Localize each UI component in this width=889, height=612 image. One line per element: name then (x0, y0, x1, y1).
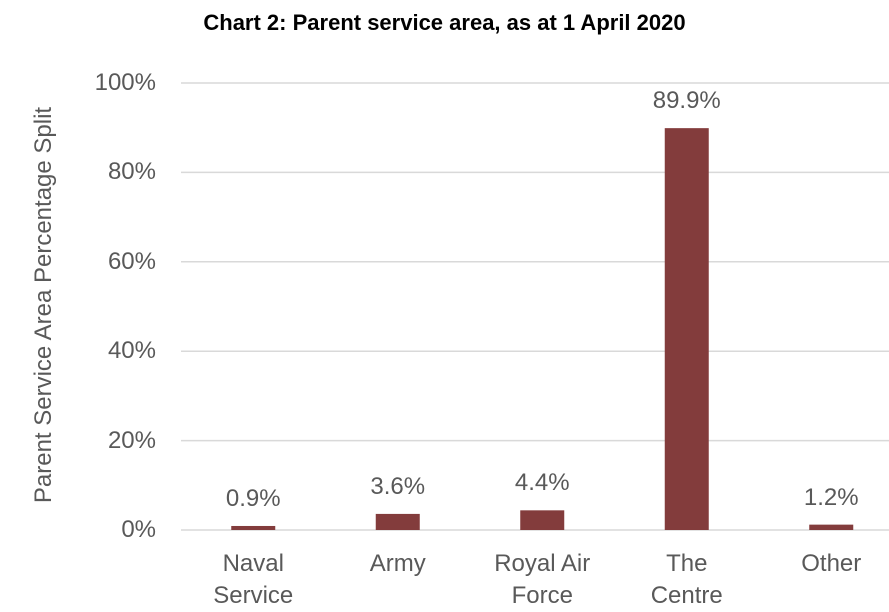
y-tick-label: 0% (121, 516, 156, 543)
y-tick-label: 100% (94, 69, 156, 96)
x-tick-label: The Centre (650, 550, 723, 609)
y-tick-label: 20% (107, 426, 156, 454)
x-tick-label: Royal Air Force (494, 550, 591, 609)
bar (520, 510, 565, 530)
data-label: 4.4% (514, 469, 570, 497)
bar (231, 525, 276, 530)
x-tick-label: Naval Service (213, 550, 294, 609)
data-label: 0.9% (225, 484, 281, 512)
bar (664, 128, 709, 530)
y-tick-label: 80% (107, 158, 156, 186)
bar (375, 513, 420, 530)
data-label: 3.6% (370, 472, 426, 500)
x-tick-label: Army (369, 550, 426, 577)
data-label: 1.2% (803, 483, 859, 511)
chart-title: Chart 2: Parent service area, as at 1 Ap… (203, 10, 686, 35)
x-tick-label: Other (801, 550, 862, 577)
y-tick-label: 40% (107, 337, 156, 365)
bar (809, 524, 854, 530)
data-label: 89.9% (652, 87, 721, 115)
y-tick-label: 60% (107, 247, 156, 275)
